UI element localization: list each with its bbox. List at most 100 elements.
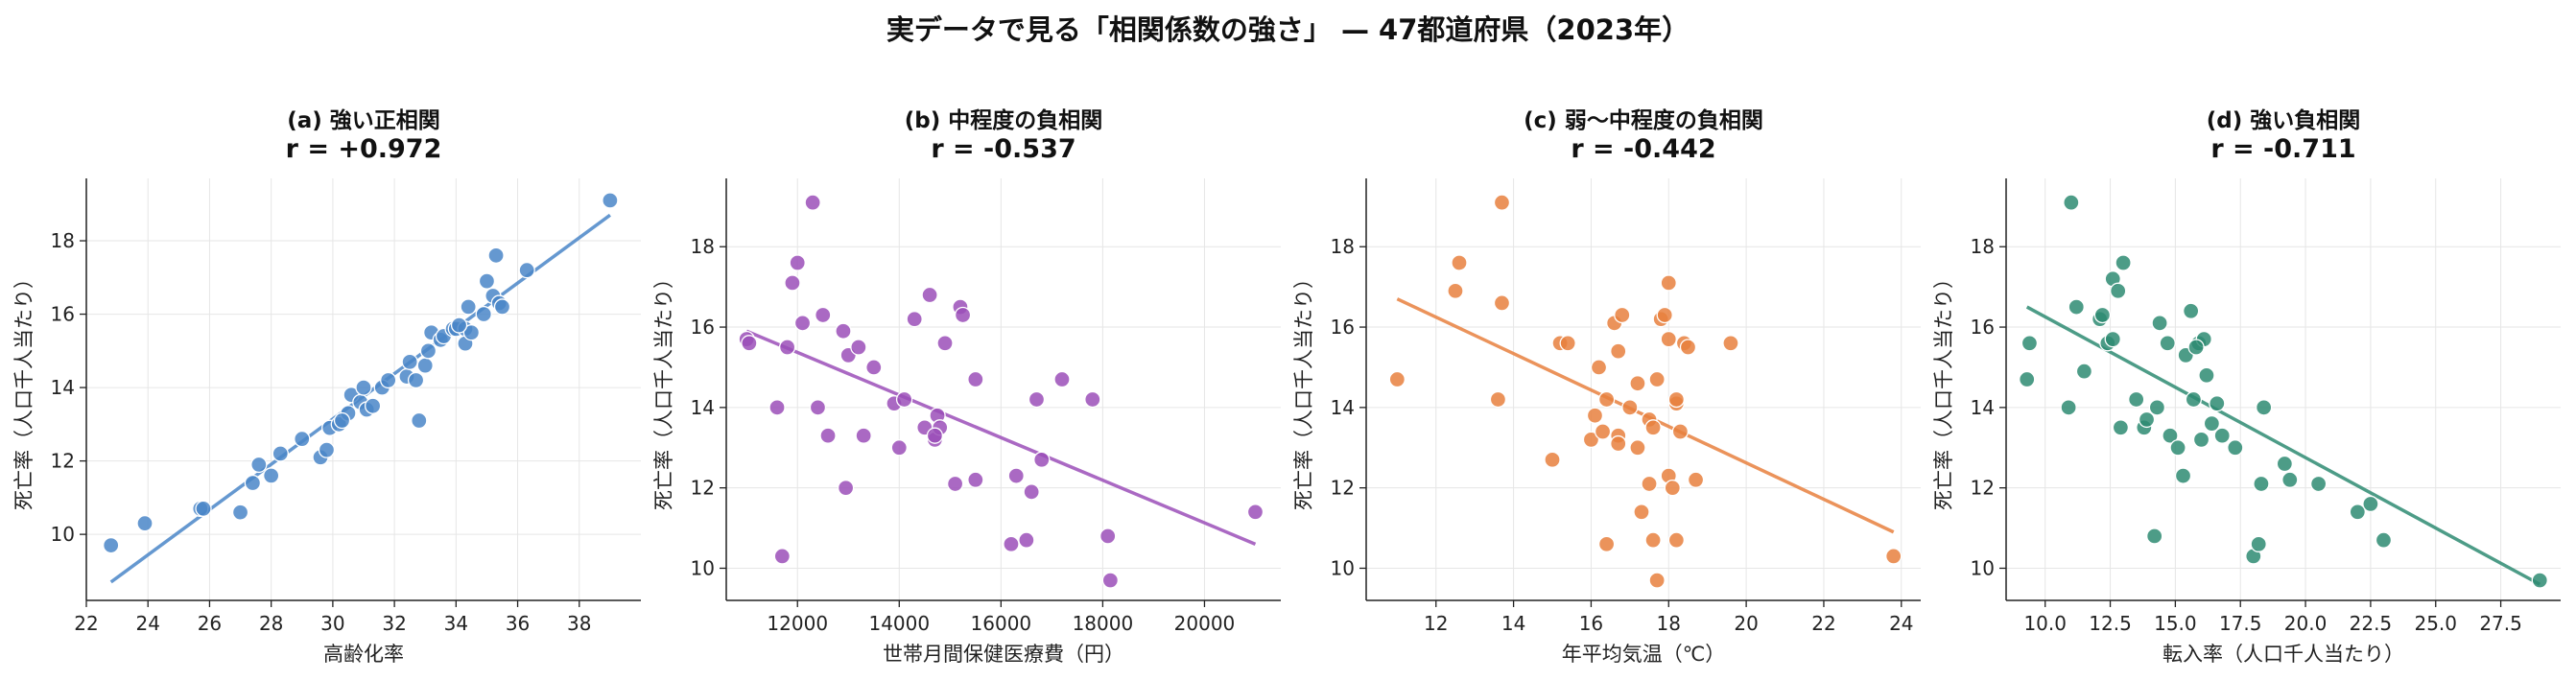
x-tick-label: 34 <box>444 612 468 635</box>
data-point <box>380 371 397 389</box>
data-point <box>2255 399 2273 416</box>
data-point <box>1018 531 1035 549</box>
data-point <box>136 515 154 532</box>
data-point <box>2227 439 2244 457</box>
panel-c-title: (c) 弱〜中程度の負相関 r = -0.442 <box>1366 107 1921 165</box>
data-point <box>1722 335 1739 352</box>
data-point <box>1597 390 1616 409</box>
x-tick-label: 16000 <box>971 612 1032 635</box>
data-point <box>2174 467 2192 484</box>
panel-a-title: (a) 強い正相関 r = +0.972 <box>86 107 641 165</box>
x-tick-label: 22 <box>1811 612 1835 635</box>
data-point <box>2250 535 2267 552</box>
data-point <box>1641 475 1658 493</box>
data-point <box>936 335 954 352</box>
data-point <box>1246 504 1264 521</box>
data-point <box>450 317 468 334</box>
data-point <box>1667 390 1686 409</box>
data-point <box>1033 451 1051 468</box>
y-tick-label: 12 <box>51 450 75 473</box>
data-point <box>250 456 268 474</box>
data-point <box>416 357 434 374</box>
data-point <box>1610 434 1627 453</box>
x-tick-label: 38 <box>567 612 591 635</box>
data-point <box>1644 419 1662 436</box>
panel-b-correlation: r = -0.537 <box>931 134 1076 164</box>
data-point <box>815 306 832 324</box>
y-tick-label: 18 <box>1971 235 1995 258</box>
trend-line <box>745 329 1257 546</box>
data-point <box>1679 339 1697 356</box>
y-tick-label: 16 <box>1331 316 1355 339</box>
data-point <box>407 371 425 389</box>
data-point <box>954 306 972 324</box>
data-point <box>2169 439 2186 457</box>
data-point <box>2112 419 2130 436</box>
y-tick-label: 12 <box>1331 477 1355 500</box>
x-tick-label: 20000 <box>1174 612 1236 635</box>
data-point <box>2203 414 2221 433</box>
x-tick-label: 24 <box>135 612 159 635</box>
data-point <box>2276 455 2294 473</box>
data-point <box>2019 370 2036 388</box>
data-point <box>2138 410 2156 429</box>
x-tick-label: 22 <box>74 612 98 635</box>
data-point <box>906 311 923 328</box>
data-point <box>475 305 492 323</box>
data-point <box>2198 366 2215 384</box>
data-point <box>1648 370 1666 388</box>
data-point <box>1388 370 1406 388</box>
data-point <box>2104 330 2121 348</box>
data-point <box>741 335 758 352</box>
data-point <box>1023 483 1040 501</box>
x-tick-label: 15.0 <box>2154 612 2197 635</box>
data-point <box>1610 342 1627 360</box>
y-tick-label: 16 <box>691 316 715 339</box>
x-tick-label: 12 <box>1424 612 1448 635</box>
x-tick-label: 27.5 <box>2479 612 2522 635</box>
data-point <box>784 274 801 292</box>
x-tick-label: 32 <box>382 612 406 635</box>
panel-d-heading: (d) 強い負相関 <box>2206 108 2361 133</box>
data-point <box>2128 390 2145 409</box>
data-point <box>263 467 280 484</box>
panel-b-title: (b) 中程度の負相関 r = -0.537 <box>726 107 1281 165</box>
y-tick-label: 10 <box>1971 556 1995 579</box>
data-point <box>2281 471 2299 488</box>
data-point <box>493 298 511 316</box>
y-axis-label: 死亡率（人口千人当たり） <box>1292 269 1315 510</box>
x-tick-label: 26 <box>198 612 222 635</box>
x-tick-label: 16 <box>1579 612 1603 635</box>
data-point <box>1101 572 1120 589</box>
data-point <box>2021 335 2039 352</box>
data-point <box>1451 254 1468 271</box>
data-point <box>2148 399 2166 416</box>
x-tick-label: 10.0 <box>2023 612 2067 635</box>
data-point <box>773 548 791 565</box>
data-point <box>809 399 827 416</box>
y-tick-label: 14 <box>1331 396 1355 419</box>
data-point <box>1493 194 1511 211</box>
x-tick-label: 14000 <box>868 612 930 635</box>
x-axis-label: 高齢化率 <box>323 643 404 666</box>
data-point <box>2185 390 2203 409</box>
data-point <box>518 262 535 279</box>
x-tick-label: 36 <box>506 612 530 635</box>
data-point <box>967 370 984 388</box>
data-point <box>1590 359 1608 376</box>
data-point <box>850 339 867 356</box>
panel-a-correlation: r = +0.972 <box>285 134 442 164</box>
x-tick-label: 18 <box>1657 612 1681 635</box>
data-point <box>244 474 262 492</box>
x-tick-label: 24 <box>1889 612 1913 635</box>
x-tick-label: 28 <box>259 612 283 635</box>
y-tick-label: 14 <box>691 396 715 419</box>
data-point <box>2213 427 2231 444</box>
y-tick-label: 16 <box>1971 316 1995 339</box>
y-tick-label: 12 <box>1971 477 1995 500</box>
data-point <box>1660 274 1677 292</box>
data-point <box>2349 504 2366 521</box>
panel-c-correlation: r = -0.442 <box>1571 134 1716 164</box>
panel-c-heading: (c) 弱〜中程度の負相関 <box>1524 108 1763 133</box>
data-point <box>103 536 120 554</box>
